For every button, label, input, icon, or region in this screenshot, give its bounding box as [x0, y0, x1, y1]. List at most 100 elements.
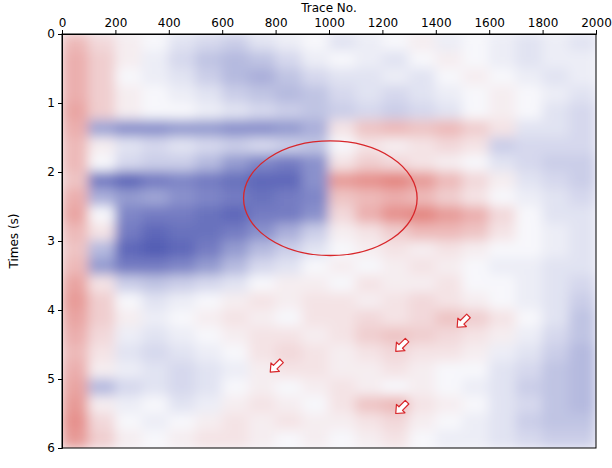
heat-cell — [382, 85, 410, 103]
tick-mark — [58, 448, 62, 449]
heat-cell — [115, 310, 143, 328]
heat-cell — [542, 310, 570, 328]
heat-cell — [569, 189, 596, 207]
heat-cell — [222, 223, 250, 241]
heat-cell — [88, 68, 116, 86]
annotation-arrow — [266, 357, 286, 377]
heat-cell — [88, 430, 116, 448]
heat-cell — [195, 68, 223, 86]
tick-mark — [58, 172, 62, 173]
heat-cell — [462, 223, 490, 241]
heat-cell — [435, 154, 463, 172]
heat-cell — [329, 361, 357, 379]
heat-cell — [115, 137, 143, 155]
heat-cell — [275, 413, 303, 431]
heat-cell — [382, 361, 410, 379]
heat-cell — [275, 68, 303, 86]
heat-cell — [302, 103, 330, 121]
heat-cell — [355, 361, 383, 379]
heat-cell — [302, 310, 330, 328]
tick-mark — [436, 30, 437, 34]
heat-cell — [275, 379, 303, 397]
heat-cell — [542, 120, 570, 138]
heat-cell — [542, 361, 570, 379]
heat-cell — [222, 413, 250, 431]
heat-cell — [302, 206, 330, 224]
heat-cell — [142, 430, 170, 448]
heat-cell — [88, 292, 116, 310]
heat-cell — [142, 223, 170, 241]
heat-cell — [409, 258, 437, 276]
heat-cell — [355, 34, 383, 52]
heat-cell — [142, 85, 170, 103]
heat-cell — [489, 413, 517, 431]
heat-cell — [355, 327, 383, 345]
heat-cell — [542, 51, 570, 69]
heat-cell — [222, 430, 250, 448]
heat-cell — [88, 172, 116, 190]
tick: 0 — [47, 27, 62, 41]
heat-cell — [115, 68, 143, 86]
heat-cell — [409, 396, 437, 414]
tick-mark — [169, 30, 170, 34]
heat-cell — [569, 68, 596, 86]
heat-cell — [569, 34, 596, 52]
heat-cell — [275, 275, 303, 293]
heat-cell — [515, 103, 543, 121]
heat-cell — [569, 430, 596, 448]
heat-cell — [62, 34, 89, 52]
heat-cell — [88, 137, 116, 155]
heat-cell — [62, 172, 89, 190]
heat-cell — [168, 327, 196, 345]
heat-cell — [222, 189, 250, 207]
heat-cell — [142, 137, 170, 155]
heat-cell — [142, 206, 170, 224]
heat-cell — [462, 137, 490, 155]
heat-cell — [275, 396, 303, 414]
heat-cell — [435, 172, 463, 190]
heat-cell — [168, 379, 196, 397]
heat-cell — [355, 85, 383, 103]
heat-cell — [382, 275, 410, 293]
heat-cell — [489, 172, 517, 190]
heat-cell — [435, 137, 463, 155]
tick: 1 — [47, 96, 62, 110]
heat-cell — [248, 241, 276, 259]
heat-cell — [542, 430, 570, 448]
heat-cell — [302, 258, 330, 276]
heat-cell — [195, 275, 223, 293]
heat-cell — [569, 310, 596, 328]
heat-cell — [195, 137, 223, 155]
heat-cell — [275, 103, 303, 121]
heat-cell — [88, 51, 116, 69]
heat-cell — [489, 120, 517, 138]
heat-cell — [88, 413, 116, 431]
heat-cell — [275, 120, 303, 138]
heat-cell — [275, 310, 303, 328]
heat-cell — [195, 258, 223, 276]
heat-cell — [329, 396, 357, 414]
heat-cell — [88, 258, 116, 276]
heat-cell — [382, 103, 410, 121]
tick-mark — [58, 103, 62, 104]
heat-cell — [355, 430, 383, 448]
tick-label: 1400 — [421, 16, 452, 30]
heat-cell — [489, 327, 517, 345]
heat-cell — [409, 327, 437, 345]
heat-cell — [142, 344, 170, 362]
heat-cell — [195, 361, 223, 379]
heat-cell — [275, 258, 303, 276]
tick-label: 2 — [47, 165, 55, 179]
heat-cell — [355, 120, 383, 138]
heat-cell — [329, 189, 357, 207]
heat-cell — [62, 258, 89, 276]
heat-cell — [275, 292, 303, 310]
heat-cell — [515, 258, 543, 276]
tick-mark — [58, 310, 62, 311]
heat-cell — [409, 154, 437, 172]
heat-cell — [409, 120, 437, 138]
heat-cell — [195, 189, 223, 207]
heat-cell — [409, 51, 437, 69]
heat-cell — [195, 85, 223, 103]
heat-cell — [222, 120, 250, 138]
